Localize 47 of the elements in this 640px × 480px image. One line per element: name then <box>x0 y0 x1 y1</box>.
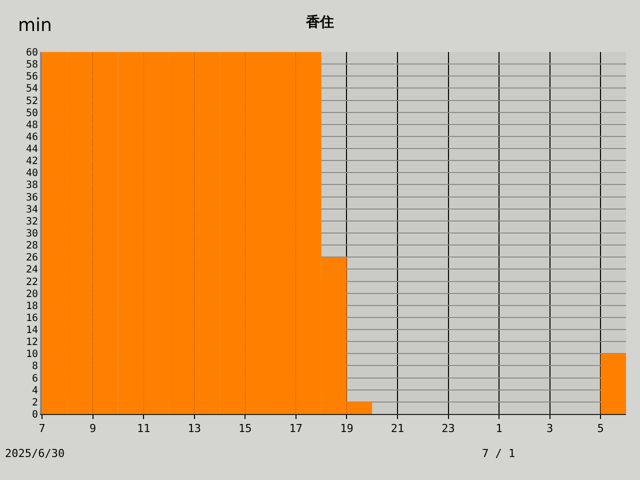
x-tick-label: 15 <box>238 422 252 436</box>
y-tick-label: 54 <box>26 84 38 95</box>
y-tick-label: 2 <box>32 397 38 408</box>
y-tick-label: 20 <box>26 288 38 300</box>
x-tick-label: 13 <box>188 422 201 436</box>
y-tick-label: 28 <box>26 240 38 252</box>
chart-title: 香住 <box>305 14 334 31</box>
y-tick-label: 56 <box>26 72 38 83</box>
y-tick-label: 60 <box>26 48 38 58</box>
x-tick-label: 21 <box>390 422 404 436</box>
y-tick-label: 16 <box>26 312 38 324</box>
y-tick-label: 42 <box>26 156 38 168</box>
x-tick-label: 1 <box>496 422 502 436</box>
x-tick-label: 11 <box>136 422 150 436</box>
y-tick-label: 18 <box>26 300 38 312</box>
y-tick-label: 46 <box>26 132 38 143</box>
x-tick-label: 3 <box>546 422 554 436</box>
y-tick-label: 58 <box>26 60 38 71</box>
y-tick-label: 38 <box>26 180 38 192</box>
y-tick-label: 14 <box>26 325 38 336</box>
text: 2025/6/30 <box>5 447 65 460</box>
y-tick-label: 40 <box>26 168 38 180</box>
y-tick-label: 6 <box>32 373 38 384</box>
y-tick-label: 22 <box>26 276 38 288</box>
y-axis-title: min <box>18 15 52 36</box>
x-tick-label: 7 <box>38 422 46 436</box>
x-tick-label: 19 <box>340 422 354 436</box>
x-tick-label: 17 <box>289 422 303 436</box>
y-tick-label: 36 <box>26 192 38 204</box>
y-tick-label: 50 <box>26 108 38 119</box>
y-tick-label: 34 <box>26 204 38 216</box>
y-tick-label: 12 <box>26 337 38 348</box>
x-tick-label: 23 <box>442 422 455 436</box>
y-tick-label: 44 <box>26 144 38 156</box>
y-tick-label: 24 <box>26 264 38 276</box>
y-tick-label: 26 <box>26 252 38 264</box>
y-tick-label: 32 <box>26 216 38 228</box>
y-tick-label: 4 <box>32 385 38 396</box>
y-tick-label: 8 <box>32 361 38 372</box>
x-tick-label: 9 <box>89 422 96 436</box>
x-tick-label: 5 <box>597 422 604 436</box>
y-tick-label: 30 <box>26 228 38 240</box>
y-tick-label: 52 <box>26 96 38 107</box>
y-tick-label: 0 <box>32 410 38 420</box>
text: 7 / 1 <box>482 447 516 460</box>
y-tick-label: 48 <box>26 120 38 131</box>
y-tick-label: 10 <box>26 349 38 360</box>
